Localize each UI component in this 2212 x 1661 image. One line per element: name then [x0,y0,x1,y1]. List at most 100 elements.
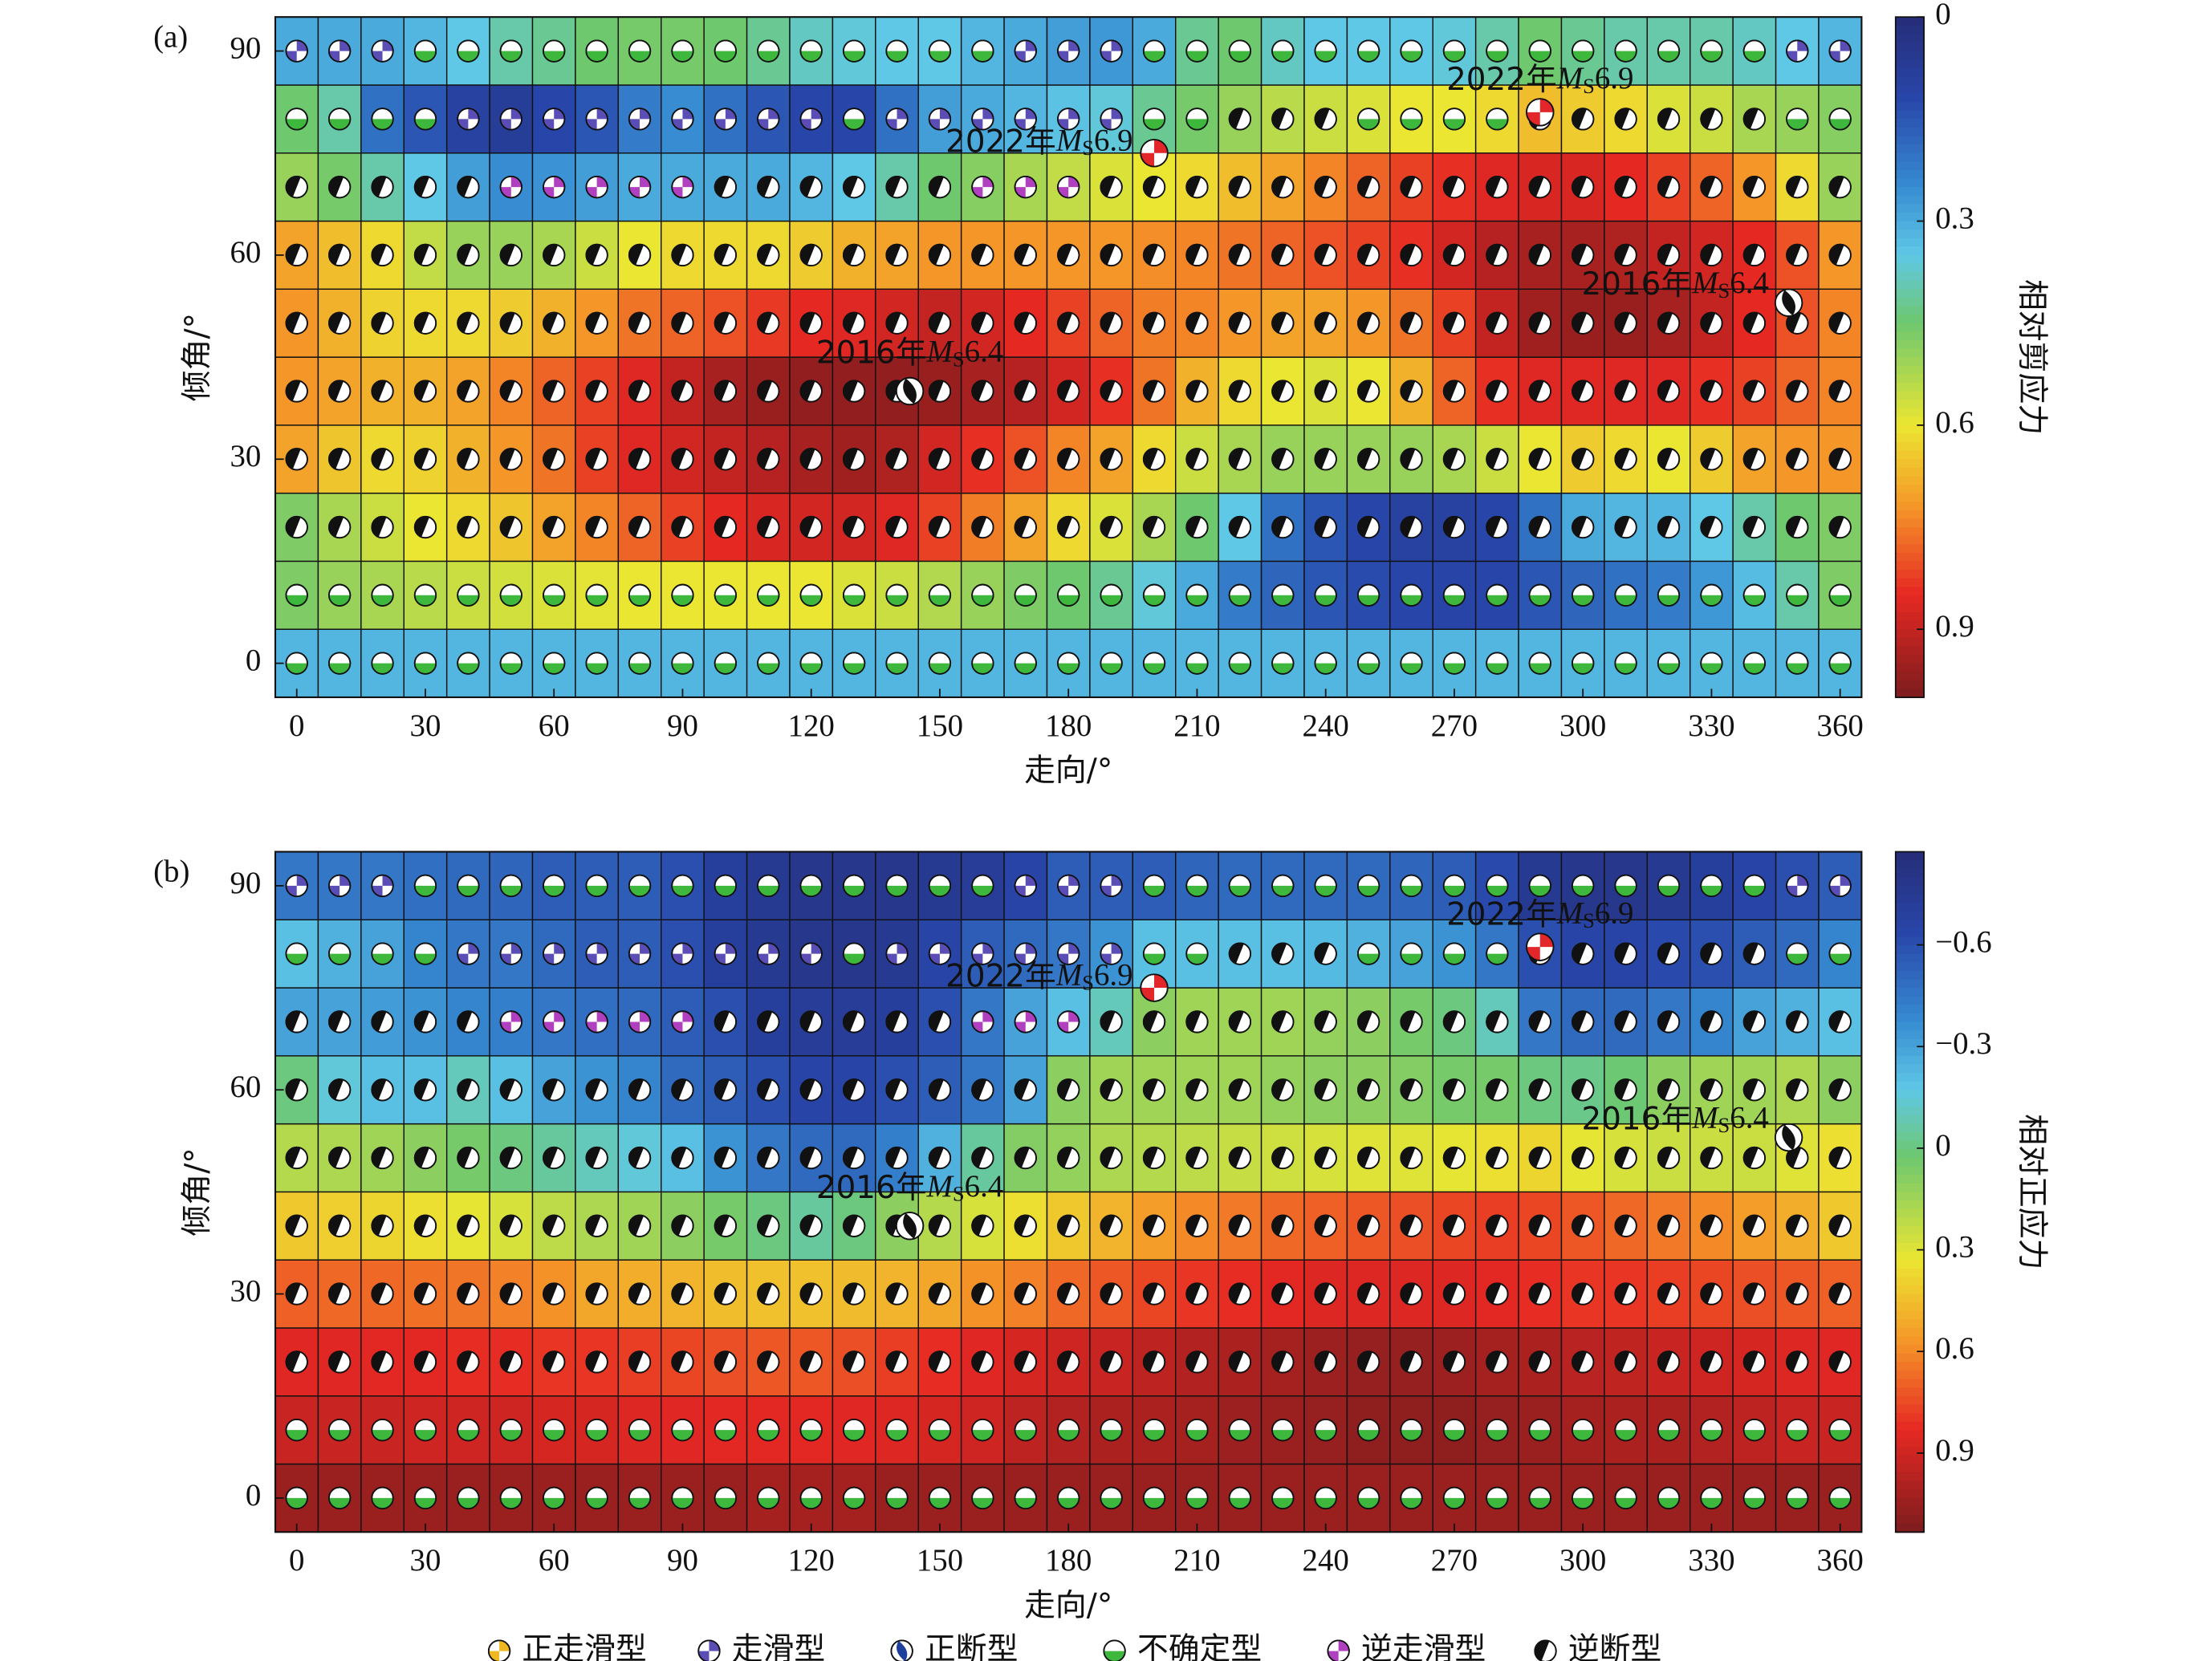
event-magnitude: 6.9 [1094,123,1133,157]
beachball [543,39,566,63]
beachball [1657,1486,1681,1510]
beachball [1786,108,1809,131]
beachball-fill [1529,176,1544,197]
beachball [1786,1078,1809,1102]
beachball-fill [1743,108,1759,129]
beachball [457,1486,480,1510]
beachball [1742,652,1766,675]
beachball [1142,1486,1166,1510]
beachball-rim [1142,583,1166,607]
beachball [1142,1010,1166,1034]
beachball-fill [1701,380,1716,401]
beachball-fill [1701,663,1722,674]
colorbar-slice [1895,1293,1925,1304]
beachball [842,874,866,898]
beachball-fill [328,312,344,334]
beachball [1442,1350,1466,1374]
beachball-fill [586,516,601,538]
colorbar-tick-label: 0 [1935,1128,1950,1163]
beachball-rim [499,448,523,471]
beachball-rim [628,515,652,539]
beachball [285,874,308,898]
beachball-fill [886,312,901,334]
colorbar-slice [1895,34,1925,44]
beachball-rim [457,311,480,335]
beachball-rim [757,583,780,607]
colorbar-slice [1895,67,1925,78]
beachball-fill [972,449,987,469]
beachball-fill [1315,380,1330,401]
beachball-rim [1057,243,1080,267]
beachball [1100,448,1123,471]
beachball-fill [414,51,437,62]
colorbar-slice [1895,315,1925,324]
beachball-fill [1701,449,1716,469]
beachball [1057,311,1080,335]
beachball [799,652,823,675]
beachball-rim [327,176,352,199]
legend-item: 正走滑型 [487,1631,647,1661]
beachball-fill [682,108,693,120]
beachball [1100,1350,1123,1374]
beachball [885,1078,909,1102]
beachball [1742,874,1766,898]
beachball [757,1418,780,1442]
beachball [1614,1282,1637,1306]
beachball-rim [1185,311,1209,335]
beachball-rim [799,311,823,335]
beachball-fill [1057,516,1073,538]
beachball [499,1078,523,1102]
beachball-rim [757,380,780,403]
beachball [1228,1282,1251,1306]
beachball-rim [543,380,566,403]
beachball [1657,380,1681,403]
beachball [1614,1418,1637,1442]
colorbar-slice [1895,1327,1925,1338]
beachball [1786,1418,1809,1442]
beachball [1057,515,1080,539]
beachball-fill [1315,595,1336,607]
beachball [1786,652,1809,675]
beachball [1185,108,1209,131]
colorbar-slice [1895,1362,1925,1371]
beachball [799,311,823,335]
beachball-fill [286,449,301,469]
beachball-fill [414,595,437,607]
beachball-fill [1615,108,1630,129]
colorbar-slice [1895,1260,1925,1269]
x-tick-label: 120 [788,1543,835,1578]
beachball-rim [1014,243,1037,267]
beachball [585,39,608,63]
beachball [1142,1282,1166,1306]
beachball [413,243,437,267]
beachball-fill [1443,244,1458,266]
beachball-fill [586,595,608,607]
beachball-fill [886,449,901,469]
beachball [1442,1486,1466,1510]
beachball-fill [1229,663,1251,674]
beachball [1528,1486,1551,1510]
beachball-fill [1829,119,1851,130]
beachball-fill [1787,312,1802,334]
beachball [1185,515,1209,539]
beachball-fill [1657,595,1680,607]
event-symbol: M [1556,895,1585,930]
beachball-rim [928,652,952,675]
beachball [799,1486,823,1510]
beachball-rim [457,515,480,539]
beachball [1657,942,1681,965]
beachball [1742,39,1766,63]
beachball [585,652,608,675]
beachball-fill [628,516,644,538]
beachball-rim [885,176,909,199]
beachball [1100,583,1123,607]
beachball [413,1010,437,1034]
colorbar-slice [1895,1157,1925,1168]
beachball [757,652,780,675]
beachball [585,1350,608,1374]
beachball-rim [971,39,994,63]
beachball-fill [468,108,479,120]
legend-item: 不确定型 [1103,1631,1262,1661]
beachball [671,108,694,131]
